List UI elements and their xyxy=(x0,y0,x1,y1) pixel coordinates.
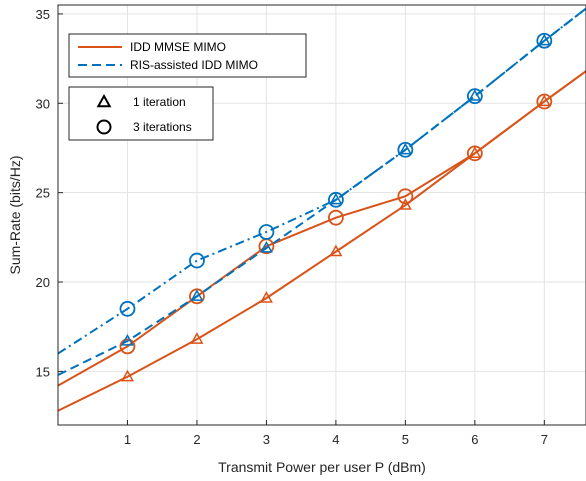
data-point-triangle-ris xyxy=(468,89,482,101)
data-point-circle-ris xyxy=(466,88,483,105)
x-tick-label: 1 xyxy=(124,432,131,447)
y-tick-label: 30 xyxy=(36,96,50,111)
data-point-triangle-mmse xyxy=(398,198,412,210)
data-point-triangle-ris xyxy=(259,241,273,253)
x-tick-label: 4 xyxy=(332,432,339,447)
data-point-triangle-mmse xyxy=(259,291,273,303)
series-line-ris-3-iter xyxy=(58,7,586,355)
series-line-mmse-3-iter xyxy=(58,70,586,387)
legend-label-idd-mmse: IDD MMSE MIMO xyxy=(130,40,226,54)
circle-marker-icon xyxy=(96,119,112,135)
data-point-circle-mmse xyxy=(327,209,344,226)
legend-label-ris-assisted: RIS-assisted IDD MIMO xyxy=(130,58,258,72)
x-tick-label: 5 xyxy=(402,432,409,447)
data-point-circle-ris xyxy=(189,252,205,269)
y-tick-label: 20 xyxy=(36,275,50,290)
y-tick-label: 25 xyxy=(36,186,50,201)
y-tick-label: 15 xyxy=(36,364,50,379)
data-point-circle-mmse xyxy=(397,188,414,205)
legend-label-3-iterations: 3 iterations xyxy=(133,120,192,134)
legend-label-1-iteration: 1 iteration xyxy=(133,95,186,109)
data-point-triangle-mmse xyxy=(537,94,551,107)
legend-series-box xyxy=(68,33,307,78)
legend-series: IDD MMSE MIMO RIS-assisted IDD MIMO xyxy=(68,33,307,78)
data-point-circle-ris xyxy=(119,300,136,317)
data-point-triangle-ris xyxy=(190,289,204,301)
data-point-circle-ris xyxy=(327,191,344,208)
data-point-circle-mmse xyxy=(119,338,136,355)
series-lines xyxy=(58,7,586,412)
data-point-circle-ris xyxy=(258,224,275,240)
x-axis-label: Transmit Power per user P (dBm) xyxy=(218,459,426,475)
legend-iterations-box xyxy=(68,86,214,141)
data-point-triangle-mmse xyxy=(468,146,482,158)
triangle-marker-icon xyxy=(96,93,112,108)
y-tick-label: 35 xyxy=(36,7,50,22)
x-tick-label: 7 xyxy=(541,432,548,447)
data-point-triangle-mmse xyxy=(120,369,134,382)
x-tick-label: 6 xyxy=(471,432,478,447)
data-point-triangle-ris xyxy=(537,33,551,46)
data-point-triangle-ris xyxy=(329,192,343,205)
x-tick-label: 2 xyxy=(193,432,200,447)
plot-area-frame xyxy=(57,4,586,426)
data-point-triangle-ris xyxy=(120,333,134,346)
data-point-circle-ris xyxy=(536,32,553,49)
data-point-triangle-ris xyxy=(398,142,412,155)
legend-iterations: 1 iteration 3 iterations xyxy=(68,86,214,141)
x-tick-label: 3 xyxy=(263,432,270,447)
data-point-triangle-mmse xyxy=(329,244,343,257)
data-point-circle-mmse xyxy=(466,145,483,162)
data-point-triangle-mmse xyxy=(190,332,204,344)
data-point-circle-ris xyxy=(397,141,414,158)
tick-labels: 1 2 3 4 5 6 7 15 20 25 30 35 xyxy=(36,7,548,447)
y-axis-label: Sum-Rate (bits/Hz) xyxy=(7,155,23,274)
series-markers xyxy=(119,32,553,382)
data-point-circle-mmse xyxy=(536,93,553,110)
